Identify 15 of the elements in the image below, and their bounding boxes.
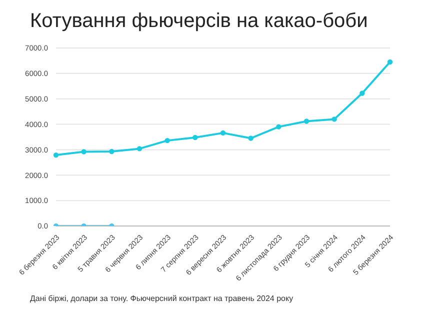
point <box>164 138 170 144</box>
point <box>81 149 86 154</box>
text: Дані біржі, долари за тону. Фьючерсний контракт на травень 2024 року <box>29 294 294 303</box>
point <box>332 116 337 122</box>
chart-title: Котування фьючерсів на какао-боби <box>29 9 369 34</box>
point <box>360 90 365 96</box>
point <box>220 130 226 136</box>
point <box>192 134 198 140</box>
point <box>248 136 254 141</box>
point <box>387 59 393 65</box>
point <box>53 152 59 158</box>
point <box>136 146 142 152</box>
point <box>276 124 282 130</box>
point <box>304 118 310 124</box>
point <box>109 148 114 154</box>
